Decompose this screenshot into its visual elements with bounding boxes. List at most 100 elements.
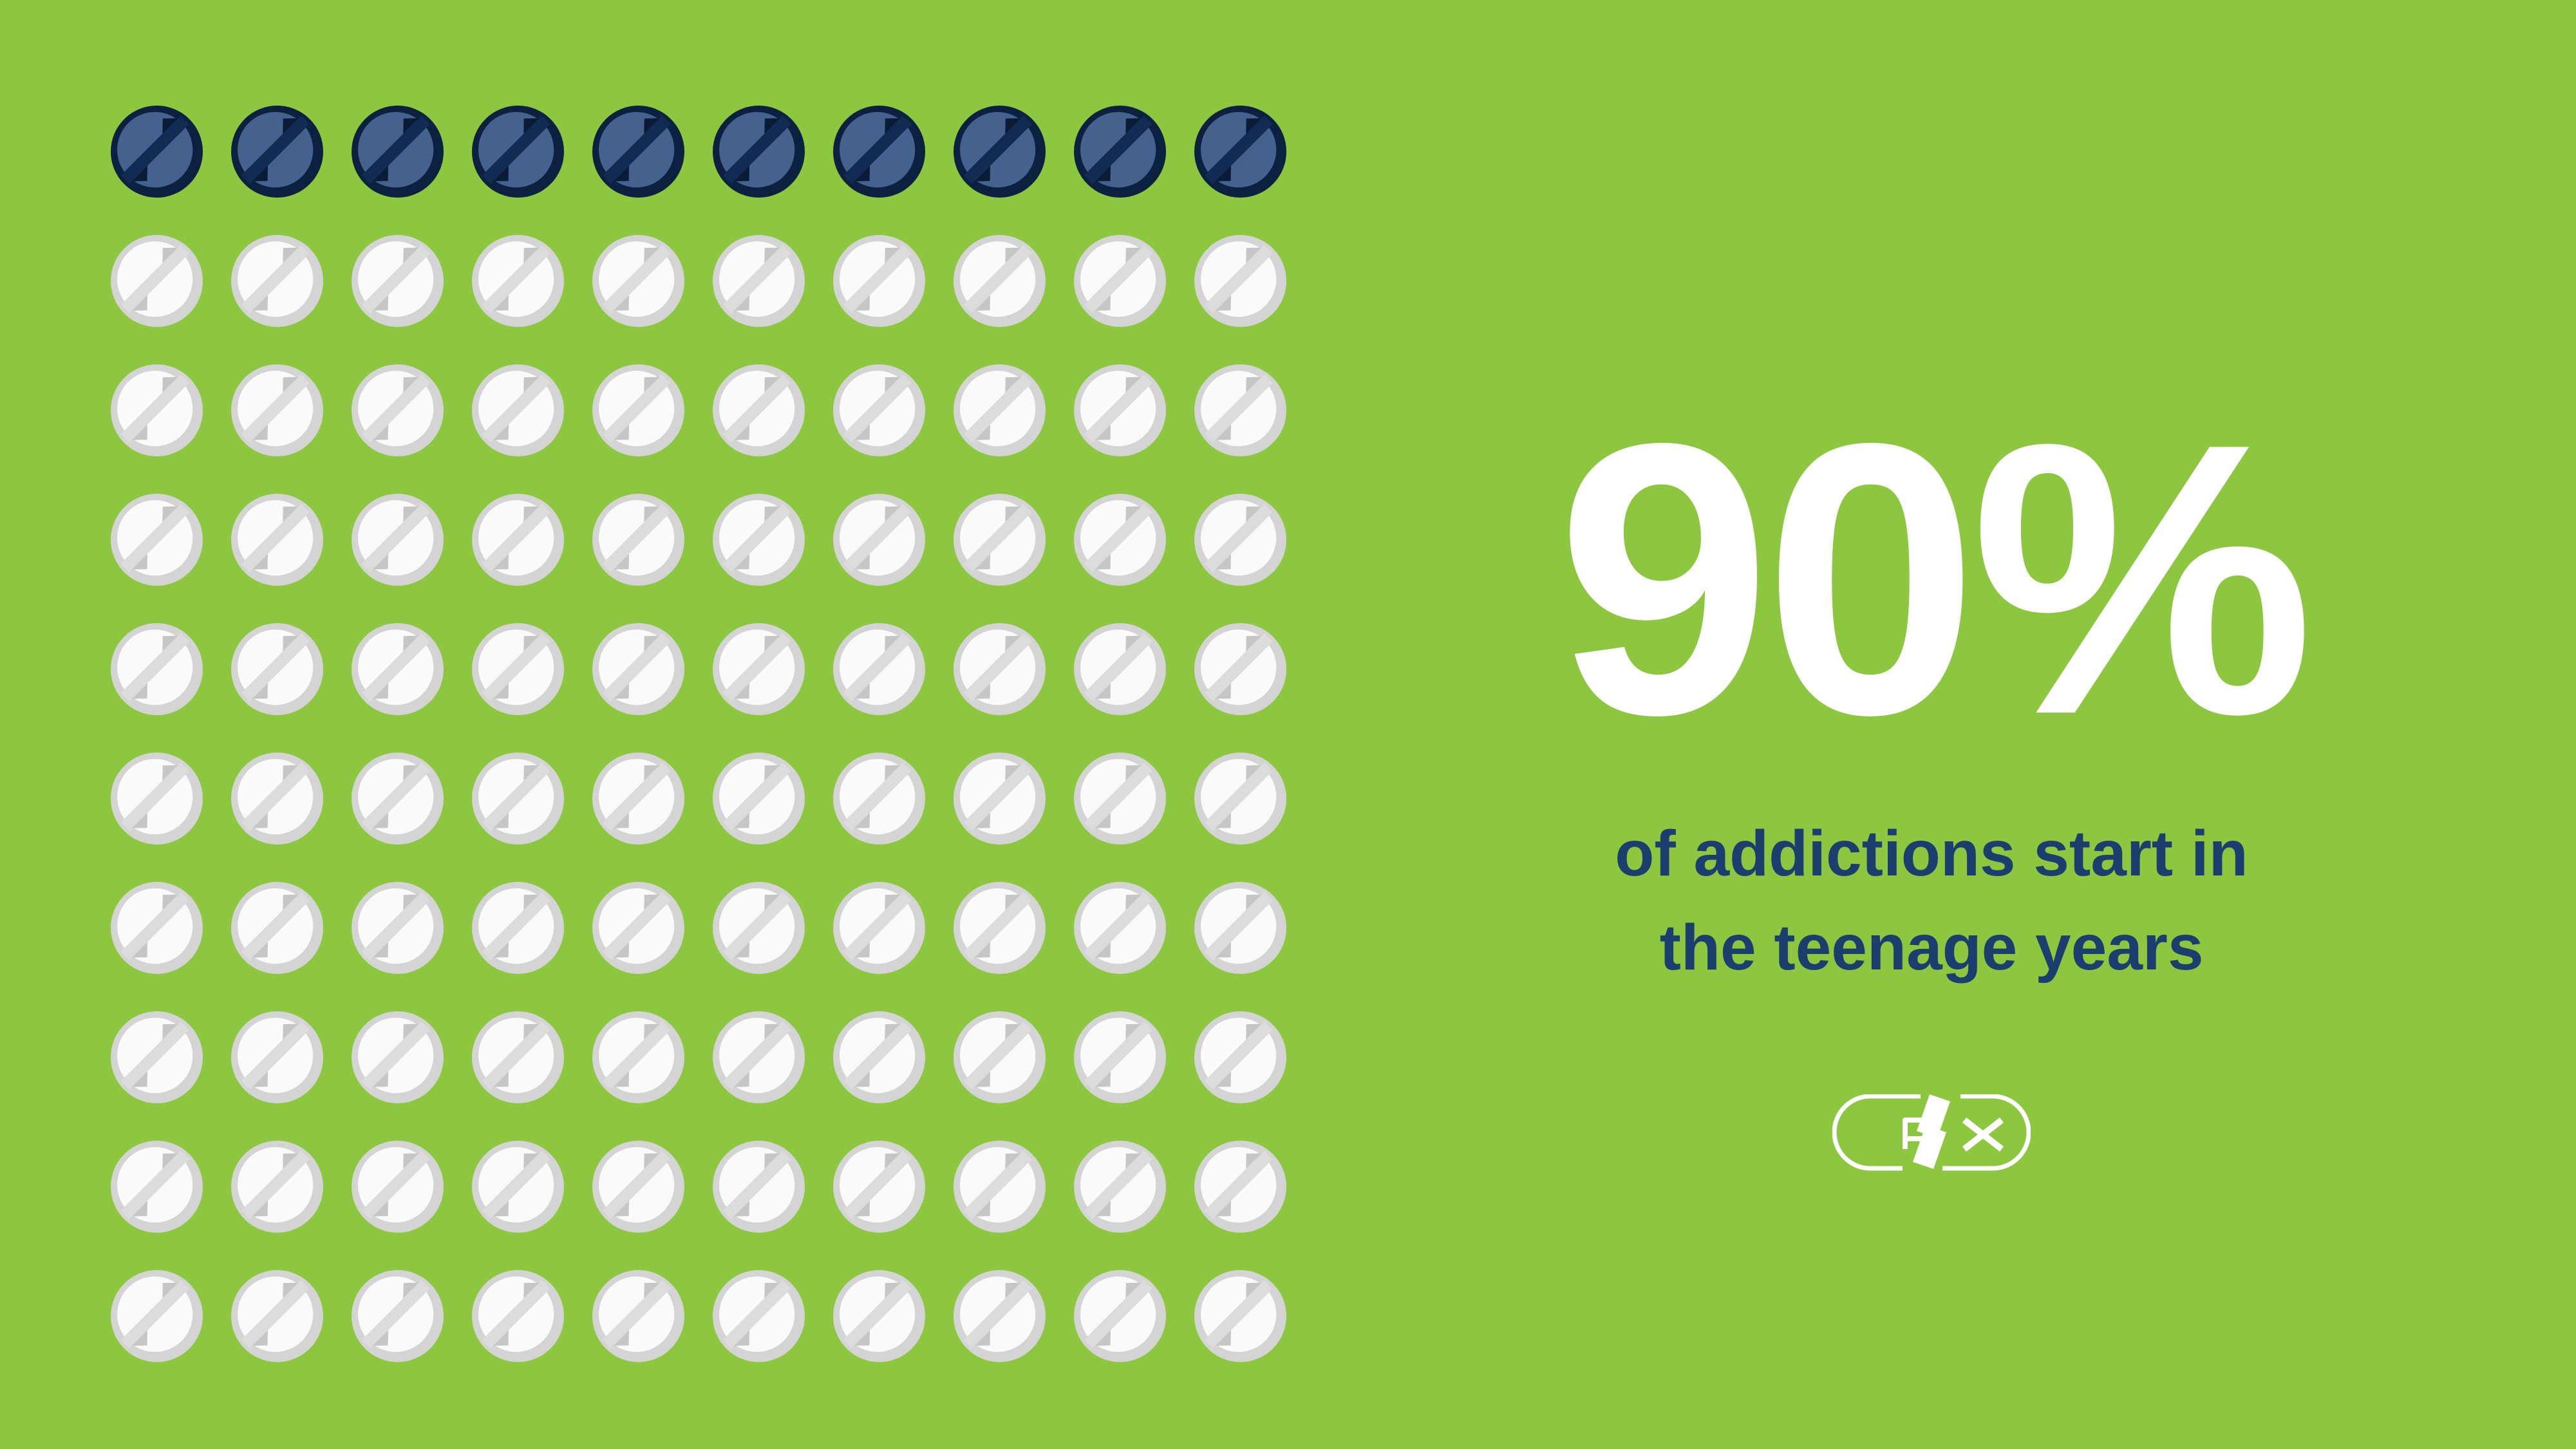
- pill-icon: [954, 753, 1046, 845]
- caption-line-2: the teenage years: [1659, 911, 2204, 984]
- pill-grid-chart: [111, 106, 1286, 1362]
- pill-icon: [592, 1270, 684, 1362]
- caption-line-1: of addictions start in: [1615, 818, 2248, 890]
- pill-icon: [352, 1011, 444, 1103]
- pill-icon: [833, 1270, 925, 1362]
- pill-icon: [1194, 1270, 1286, 1362]
- pill-icon: [833, 753, 925, 845]
- pill-icon: [592, 882, 684, 974]
- pill-icon: [352, 1141, 444, 1233]
- pill-icon-highlighted: [833, 106, 925, 198]
- pill-icon: [713, 882, 805, 974]
- pill-icon: [954, 235, 1046, 327]
- pill-icon-highlighted: [472, 106, 564, 198]
- logo-letter-r: [1903, 1117, 1936, 1152]
- pill-icon: [111, 1011, 203, 1103]
- pill-icon: [472, 364, 564, 456]
- pill-icon: [1074, 1270, 1166, 1362]
- pill-icon: [954, 623, 1046, 715]
- pill-icon: [111, 753, 203, 845]
- pill-icon: [713, 623, 805, 715]
- pill-icon: [592, 364, 684, 456]
- pill-icon: [833, 364, 925, 456]
- pill-icon: [231, 235, 323, 327]
- pill-icon: [1074, 1141, 1166, 1233]
- pill-icon-highlighted: [111, 106, 203, 198]
- pill-icon: [592, 494, 684, 586]
- pill-icon-highlighted: [592, 106, 684, 198]
- pill-icon-highlighted: [713, 106, 805, 198]
- pill-icon: [231, 364, 323, 456]
- pill-icon: [231, 1141, 323, 1233]
- pill-icon: [592, 623, 684, 715]
- pill-icon: [833, 623, 925, 715]
- pill-icon: [954, 1011, 1046, 1103]
- pill-icon: [231, 494, 323, 586]
- pill-icon: [111, 1270, 203, 1362]
- pill-icon: [1074, 235, 1166, 327]
- pill-icon: [352, 494, 444, 586]
- pill-icon: [592, 753, 684, 845]
- pill-icon: [1074, 623, 1166, 715]
- pill-icon: [231, 1011, 323, 1103]
- pill-icon: [1194, 753, 1286, 845]
- pill-icon: [472, 1011, 564, 1103]
- logo-capsule-right: [1942, 1094, 2031, 1171]
- pill-icon-highlighted: [352, 106, 444, 198]
- pill-icon: [954, 364, 1046, 456]
- pill-icon: [1194, 1141, 1286, 1233]
- pill-icon: [352, 623, 444, 715]
- pill-icon: [713, 1011, 805, 1103]
- pill-icon-highlighted: [1194, 106, 1286, 198]
- pill-icon: [111, 882, 203, 974]
- pill-icon: [592, 235, 684, 327]
- pill-icon: [231, 623, 323, 715]
- pill-icon: [1194, 1011, 1286, 1103]
- pill-icon: [111, 623, 203, 715]
- pill-icon: [833, 494, 925, 586]
- pill-icon: [231, 1270, 323, 1362]
- stat-value: 90%: [1556, 364, 2315, 795]
- pill-icon: [472, 1270, 564, 1362]
- pill-icon: [954, 882, 1046, 974]
- pill-icon: [352, 753, 444, 845]
- pill-icon: [1194, 623, 1286, 715]
- pill-icon: [1194, 882, 1286, 974]
- pill-icon: [1074, 882, 1166, 974]
- pill-icon: [713, 364, 805, 456]
- pill-icon: [472, 753, 564, 845]
- logo-letter-x: [1962, 1117, 2004, 1152]
- pill-icon: [472, 1141, 564, 1233]
- pill-icon: [713, 494, 805, 586]
- pill-icon: [352, 1270, 444, 1362]
- pill-icon: [352, 882, 444, 974]
- logo-container: [1474, 1094, 2389, 1175]
- pill-icon: [111, 235, 203, 327]
- pill-icon: [833, 1141, 925, 1233]
- pill-icon: [472, 882, 564, 974]
- pill-icon: [1194, 494, 1286, 586]
- pill-icon: [954, 1141, 1046, 1233]
- pill-icon: [472, 494, 564, 586]
- rx-lightning-logo-icon: [1832, 1094, 2031, 1171]
- pill-icon: [352, 235, 444, 327]
- pill-icon: [592, 1141, 684, 1233]
- pill-icon: [1074, 364, 1166, 456]
- pill-icon: [713, 1270, 805, 1362]
- pill-icon: [1194, 235, 1286, 327]
- pill-icon: [111, 1141, 203, 1233]
- pill-icon: [833, 235, 925, 327]
- pill-icon: [954, 1270, 1046, 1362]
- pill-icon-highlighted: [1074, 106, 1166, 198]
- pill-icon: [833, 882, 925, 974]
- pill-icon: [954, 494, 1046, 586]
- pill-icon: [713, 1141, 805, 1233]
- pill-icon: [111, 494, 203, 586]
- logo-capsule-left: [1832, 1094, 1921, 1171]
- pill-icon: [111, 364, 203, 456]
- pill-icon: [833, 1011, 925, 1103]
- pill-icon-highlighted: [954, 106, 1046, 198]
- pill-icon: [231, 882, 323, 974]
- pill-icon-highlighted: [231, 106, 323, 198]
